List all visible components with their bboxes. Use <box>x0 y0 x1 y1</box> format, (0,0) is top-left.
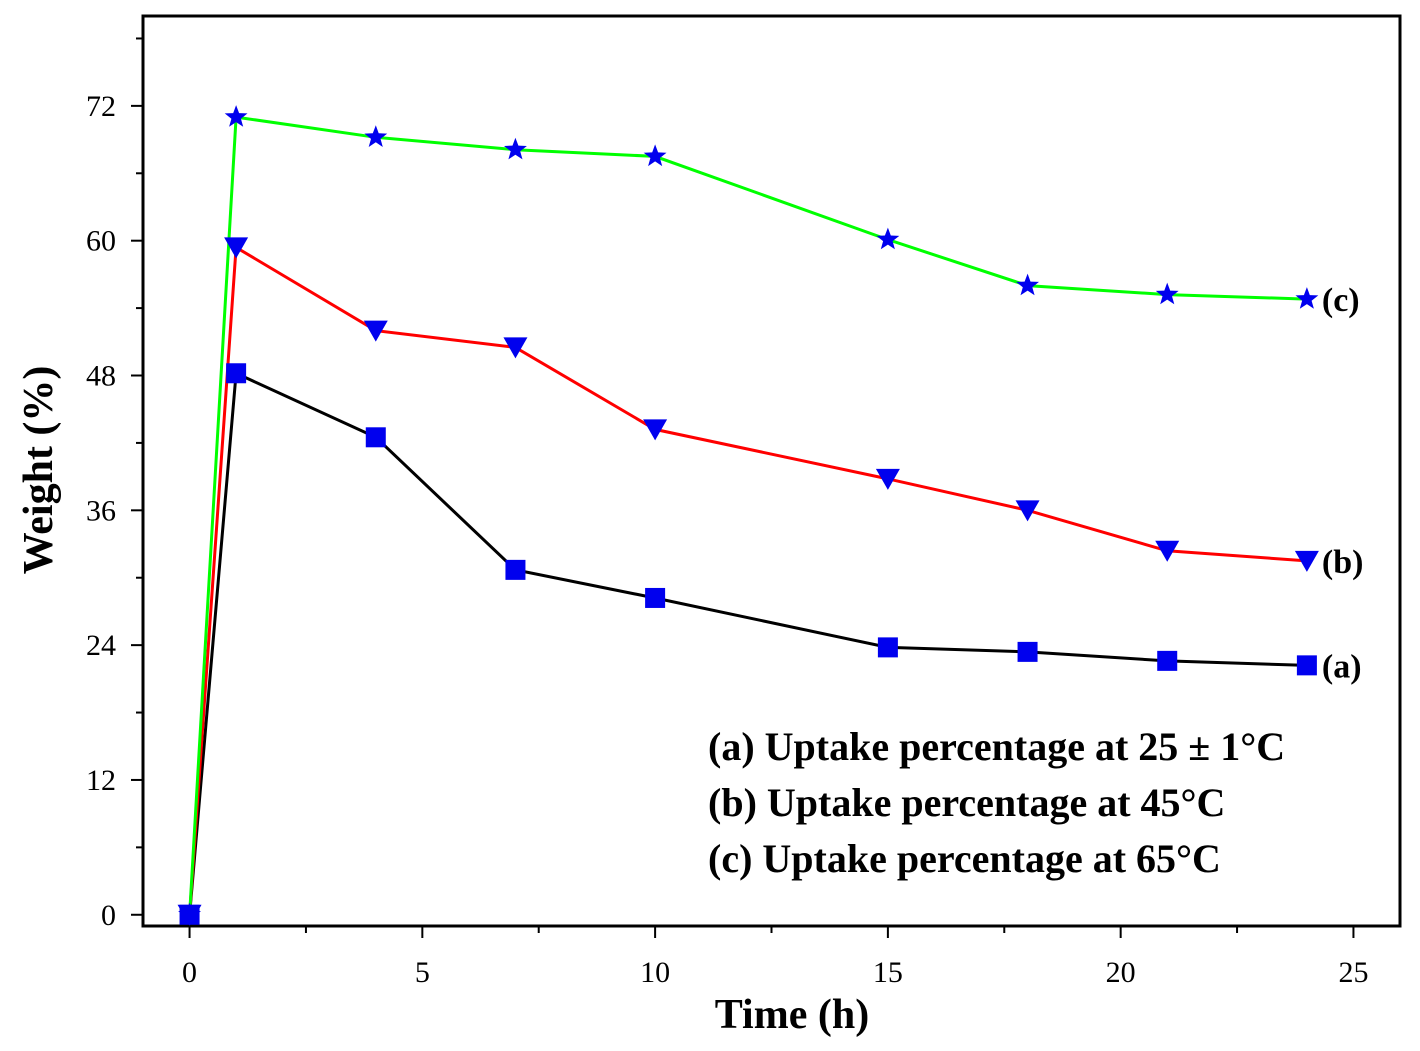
data-point <box>876 227 900 250</box>
data-point <box>877 637 898 658</box>
data-point <box>503 337 528 359</box>
y-axis-title: Weight (%) <box>16 366 62 575</box>
legend-entry-b: (b) Uptake percentage at 45°C <box>708 780 1225 825</box>
series-end-label: (a) <box>1322 648 1362 685</box>
data-point <box>363 320 388 342</box>
series-end-labels: (a) (b) (c) <box>1322 282 1364 685</box>
data-point <box>1157 650 1178 671</box>
x-tick-label: 0 <box>182 956 197 989</box>
y-tick-label: 48 <box>86 360 116 393</box>
data-point <box>1155 282 1179 305</box>
legend-entry-c: (c) Uptake percentage at 65°C <box>708 836 1221 881</box>
data-point <box>643 144 667 167</box>
data-point <box>505 559 526 580</box>
data-point <box>1296 655 1317 676</box>
data-point <box>1155 540 1180 562</box>
axis-ticks <box>131 37 1355 938</box>
data-point <box>1017 641 1038 662</box>
x-tick-label: 5 <box>415 956 430 989</box>
data-point <box>1294 550 1319 572</box>
series-end-label: (c) <box>1322 282 1360 319</box>
y-tick-label: 12 <box>86 764 116 797</box>
data-point <box>1015 500 1040 522</box>
x-tick-labels: 0 5 10 15 20 25 <box>182 956 1368 989</box>
legend: (a) Uptake percentage at 25 ± 1°C (b) Up… <box>708 724 1285 881</box>
data-point <box>365 427 386 448</box>
x-tick-label: 15 <box>873 956 903 989</box>
legend-entry-a: (a) Uptake percentage at 25 ± 1°C <box>708 724 1285 769</box>
x-tick-label: 10 <box>640 956 670 989</box>
data-point <box>643 419 668 441</box>
data-point <box>504 137 527 160</box>
data-point <box>178 902 201 925</box>
series-line-0 <box>188 371 1307 915</box>
y-tick-labels: 0 12 24 36 48 60 72 <box>86 90 116 932</box>
series-end-label: (b) <box>1322 544 1364 581</box>
y-tick-label: 60 <box>86 225 116 258</box>
data-point <box>1016 273 1039 296</box>
x-tick-label: 25 <box>1338 956 1368 989</box>
y-tick-label: 72 <box>86 90 116 123</box>
y-tick-label: 24 <box>86 629 116 662</box>
x-axis-title: Time (h) <box>715 992 869 1038</box>
data-point <box>645 587 666 608</box>
x-tick-label: 20 <box>1106 956 1136 989</box>
y-tick-label: 0 <box>101 899 116 932</box>
data-point <box>224 237 249 259</box>
data-point <box>1295 287 1319 309</box>
data-point <box>224 105 248 127</box>
y-tick-label: 36 <box>86 494 116 527</box>
data-point <box>226 363 247 384</box>
series-markers <box>177 105 1319 926</box>
data-point <box>364 125 388 147</box>
data-point <box>875 468 900 490</box>
